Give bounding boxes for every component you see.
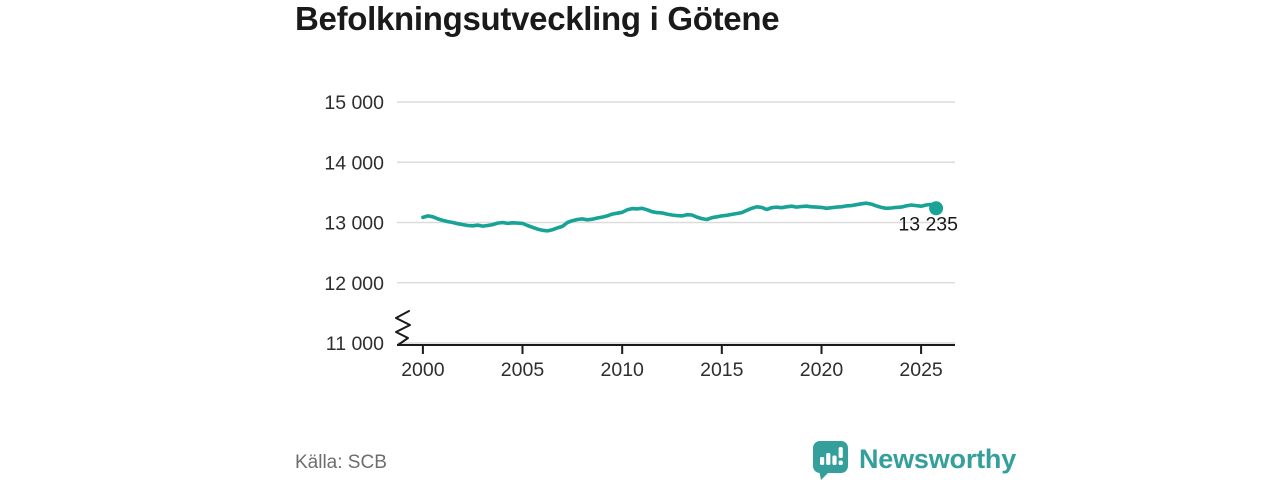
chart-title: Befolkningsutveckling i Götene: [295, 0, 780, 37]
x-tick-label: 2025: [899, 359, 943, 381]
x-tick-label: 2010: [601, 359, 645, 381]
axis-break-icon: [395, 310, 411, 346]
x-tick-label: 2000: [401, 359, 445, 381]
x-tick-label: 2015: [700, 359, 744, 381]
y-tick-label: 15 000: [324, 92, 384, 114]
y-tick-label: 12 000: [324, 273, 384, 295]
newsworthy-logo: Newsworthy: [810, 439, 1016, 480]
population-line: [421, 201, 938, 233]
end-point-marker: [929, 201, 944, 216]
y-tick-label: 14 000: [324, 152, 384, 174]
brand-name: Newsworthy: [859, 444, 1017, 474]
x-tick-label: 2005: [501, 359, 545, 381]
y-tick-label: 13 000: [324, 213, 384, 235]
newsworthy-chart-bubble-icon: [813, 441, 848, 480]
y-tick-label: 11 000: [326, 333, 384, 355]
x-tick-label: 2020: [800, 359, 844, 381]
source-note: Källa: SCB: [295, 452, 387, 473]
end-value-label: 13 235: [898, 213, 958, 235]
